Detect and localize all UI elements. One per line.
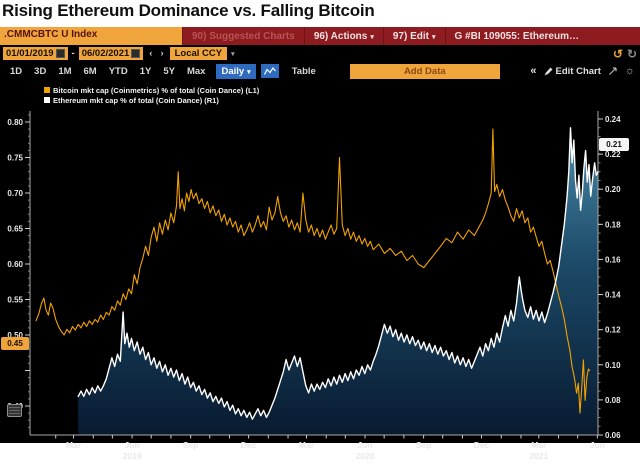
date-separator: - (71, 48, 75, 59)
svg-text:0.50: 0.50 (7, 331, 23, 340)
calendar-icon[interactable] (55, 49, 65, 58)
svg-text:0.65: 0.65 (7, 225, 23, 234)
chevron-down-icon: ▾ (370, 33, 374, 41)
month-tick-label: Dec (474, 440, 490, 450)
actions-menu-button[interactable]: 96) Actions ▾ (303, 27, 383, 45)
edit-chart-label: Edit Chart (555, 65, 601, 77)
svg-text:0.18: 0.18 (605, 220, 621, 229)
legend-item-ethereum[interactable]: Ethereum mkt cap % of total (Coin Dance)… (44, 96, 259, 106)
redo-icon[interactable]: ↻ (626, 46, 637, 61)
svg-text:0.10: 0.10 (605, 361, 621, 370)
suggested-charts-button[interactable]: 90) Suggested Charts (182, 27, 304, 45)
calendar-icon[interactable] (131, 49, 141, 58)
chart-type-icon[interactable] (260, 64, 279, 78)
range-button-1y[interactable]: 1Y (139, 65, 152, 77)
range-button-3d[interactable]: 3D (34, 65, 47, 77)
function-bar: .CMMCBTC U Index 90) Suggested Charts 96… (0, 27, 640, 45)
page-title: Rising Ethereum Dominance vs. Falling Bi… (2, 1, 375, 20)
end-date-field[interactable]: 06/02/2021 (78, 47, 144, 60)
svg-text:0.14: 0.14 (605, 291, 621, 300)
month-tick-label: Sep (183, 440, 199, 450)
suggested-charts-label: 90) Suggested Charts (192, 30, 295, 42)
undo-icon[interactable]: ↺ (612, 46, 623, 61)
ethereum-series-swatch-icon (44, 97, 50, 103)
range-button-1m[interactable]: 1M (58, 65, 72, 77)
start-date-field[interactable]: 01/01/2019 (3, 47, 68, 60)
range-button-6m[interactable]: 6M (83, 65, 97, 77)
svg-text:0.60: 0.60 (7, 260, 23, 269)
date-range-bar: 01/01/2019 - 06/02/2021 ‹ › Local CCY ▾ … (0, 45, 640, 62)
year-tick-label: 2021 (529, 451, 548, 461)
chevron-down-icon: ▾ (431, 33, 436, 41)
expand-icon[interactable] (608, 66, 618, 76)
svg-text:0.08: 0.08 (605, 396, 621, 405)
collapse-panel-icon[interactable]: « (530, 65, 537, 77)
month-tick-label: Mar (66, 440, 82, 450)
prev-period-button[interactable]: ‹ (149, 48, 153, 59)
legend-item-bitcoin[interactable]: Bitcoin mkt cap (Coinmetrics) % of total… (44, 86, 259, 96)
ethereum-area-fill (78, 127, 598, 436)
month-tick-label: Jun (357, 440, 372, 450)
chart-canvas[interactable]: 0.800.750.700.650.600.550.500.400.240.22… (0, 107, 640, 465)
month-tick-label: Dec (241, 440, 257, 450)
pencil-icon (544, 67, 553, 75)
period-label: Daily (221, 65, 245, 77)
svg-text:0.70: 0.70 (7, 189, 23, 198)
edit-menu-button[interactable]: 97) Edit ▾ (382, 27, 445, 45)
month-tick-label: Jun (590, 440, 605, 450)
month-tick-label: Mar (299, 440, 315, 450)
expand-glyph (608, 67, 617, 75)
svg-text:0.80: 0.80 (7, 118, 23, 127)
toolbar-right-group: « Edit Chart ☼ (530, 65, 635, 77)
edit-chart-button[interactable]: Edit Chart (544, 66, 601, 77)
line-chart-glyph (263, 66, 276, 75)
chart-tools-icon[interactable] (7, 404, 22, 417)
month-tick-label: Sep (416, 440, 432, 450)
bloomberg-terminal-window: .CMMCBTC U Index 90) Suggested Charts 96… (0, 27, 640, 461)
svg-text:0.12: 0.12 (605, 326, 621, 335)
range-button-max[interactable]: Max (186, 65, 206, 77)
chart-toolbar: 1D 3D 1M 6M YTD 1Y 5Y Max Daily ▾ Table … (0, 62, 640, 80)
right-axis: 0.24 0.22 0.20 0.18 0.16 0.14 0.12 0.10 0.08 0.06 (598, 115, 621, 440)
bitcoin-dominance-line (35, 128, 591, 414)
range-button-5y[interactable]: 5Y (163, 65, 175, 77)
svg-text:0.20: 0.20 (605, 185, 621, 194)
chevron-down-icon: ▾ (247, 68, 251, 76)
svg-text:0.55: 0.55 (7, 296, 23, 305)
year-tick-label: 2020 (356, 451, 375, 461)
svg-text:0.75: 0.75 (7, 154, 23, 163)
month-tick-label: Mar (531, 440, 547, 450)
period-select[interactable]: Daily ▾ (216, 63, 256, 79)
month-tick-label: Jun (125, 440, 140, 450)
currency-select[interactable]: Local CCY (169, 47, 228, 60)
add-data-field[interactable]: Add Data (349, 63, 500, 79)
edit-label: 97) Edit (392, 30, 429, 42)
actions-label: 96) Actions (313, 30, 368, 42)
bitcoin-last-value-badge: 0.45 (1, 337, 29, 350)
bitcoin-series-swatch-icon (44, 87, 50, 93)
left-axis: 0.800.750.700.650.600.550.500.40 (7, 114, 30, 428)
ethereum-dominance-line (77, 127, 599, 420)
next-period-button[interactable]: › (160, 48, 164, 59)
table-button[interactable]: Table (291, 65, 316, 77)
chart-legend: Bitcoin mkt cap (Coinmetrics) % of total… (44, 86, 259, 106)
ethereum-last-value-badge: 0.21 (599, 138, 629, 152)
svg-text:0.06: 0.06 (605, 431, 621, 440)
svg-text:0.16: 0.16 (605, 255, 621, 264)
range-button-1d[interactable]: 1D (10, 65, 23, 77)
gear-icon[interactable]: ☼ (624, 64, 635, 77)
ticker-input[interactable]: .CMMCBTC U Index (0, 27, 182, 45)
svg-text:0.24: 0.24 (605, 115, 621, 124)
year-tick-label: 2019 (123, 451, 142, 461)
range-button-ytd[interactable]: YTD (108, 65, 128, 77)
chart-id-label: G #BI 109055: Ethereum… (444, 27, 640, 45)
svg-text:0.22: 0.22 (605, 150, 621, 159)
chevron-down-icon[interactable]: ▾ (231, 51, 235, 58)
